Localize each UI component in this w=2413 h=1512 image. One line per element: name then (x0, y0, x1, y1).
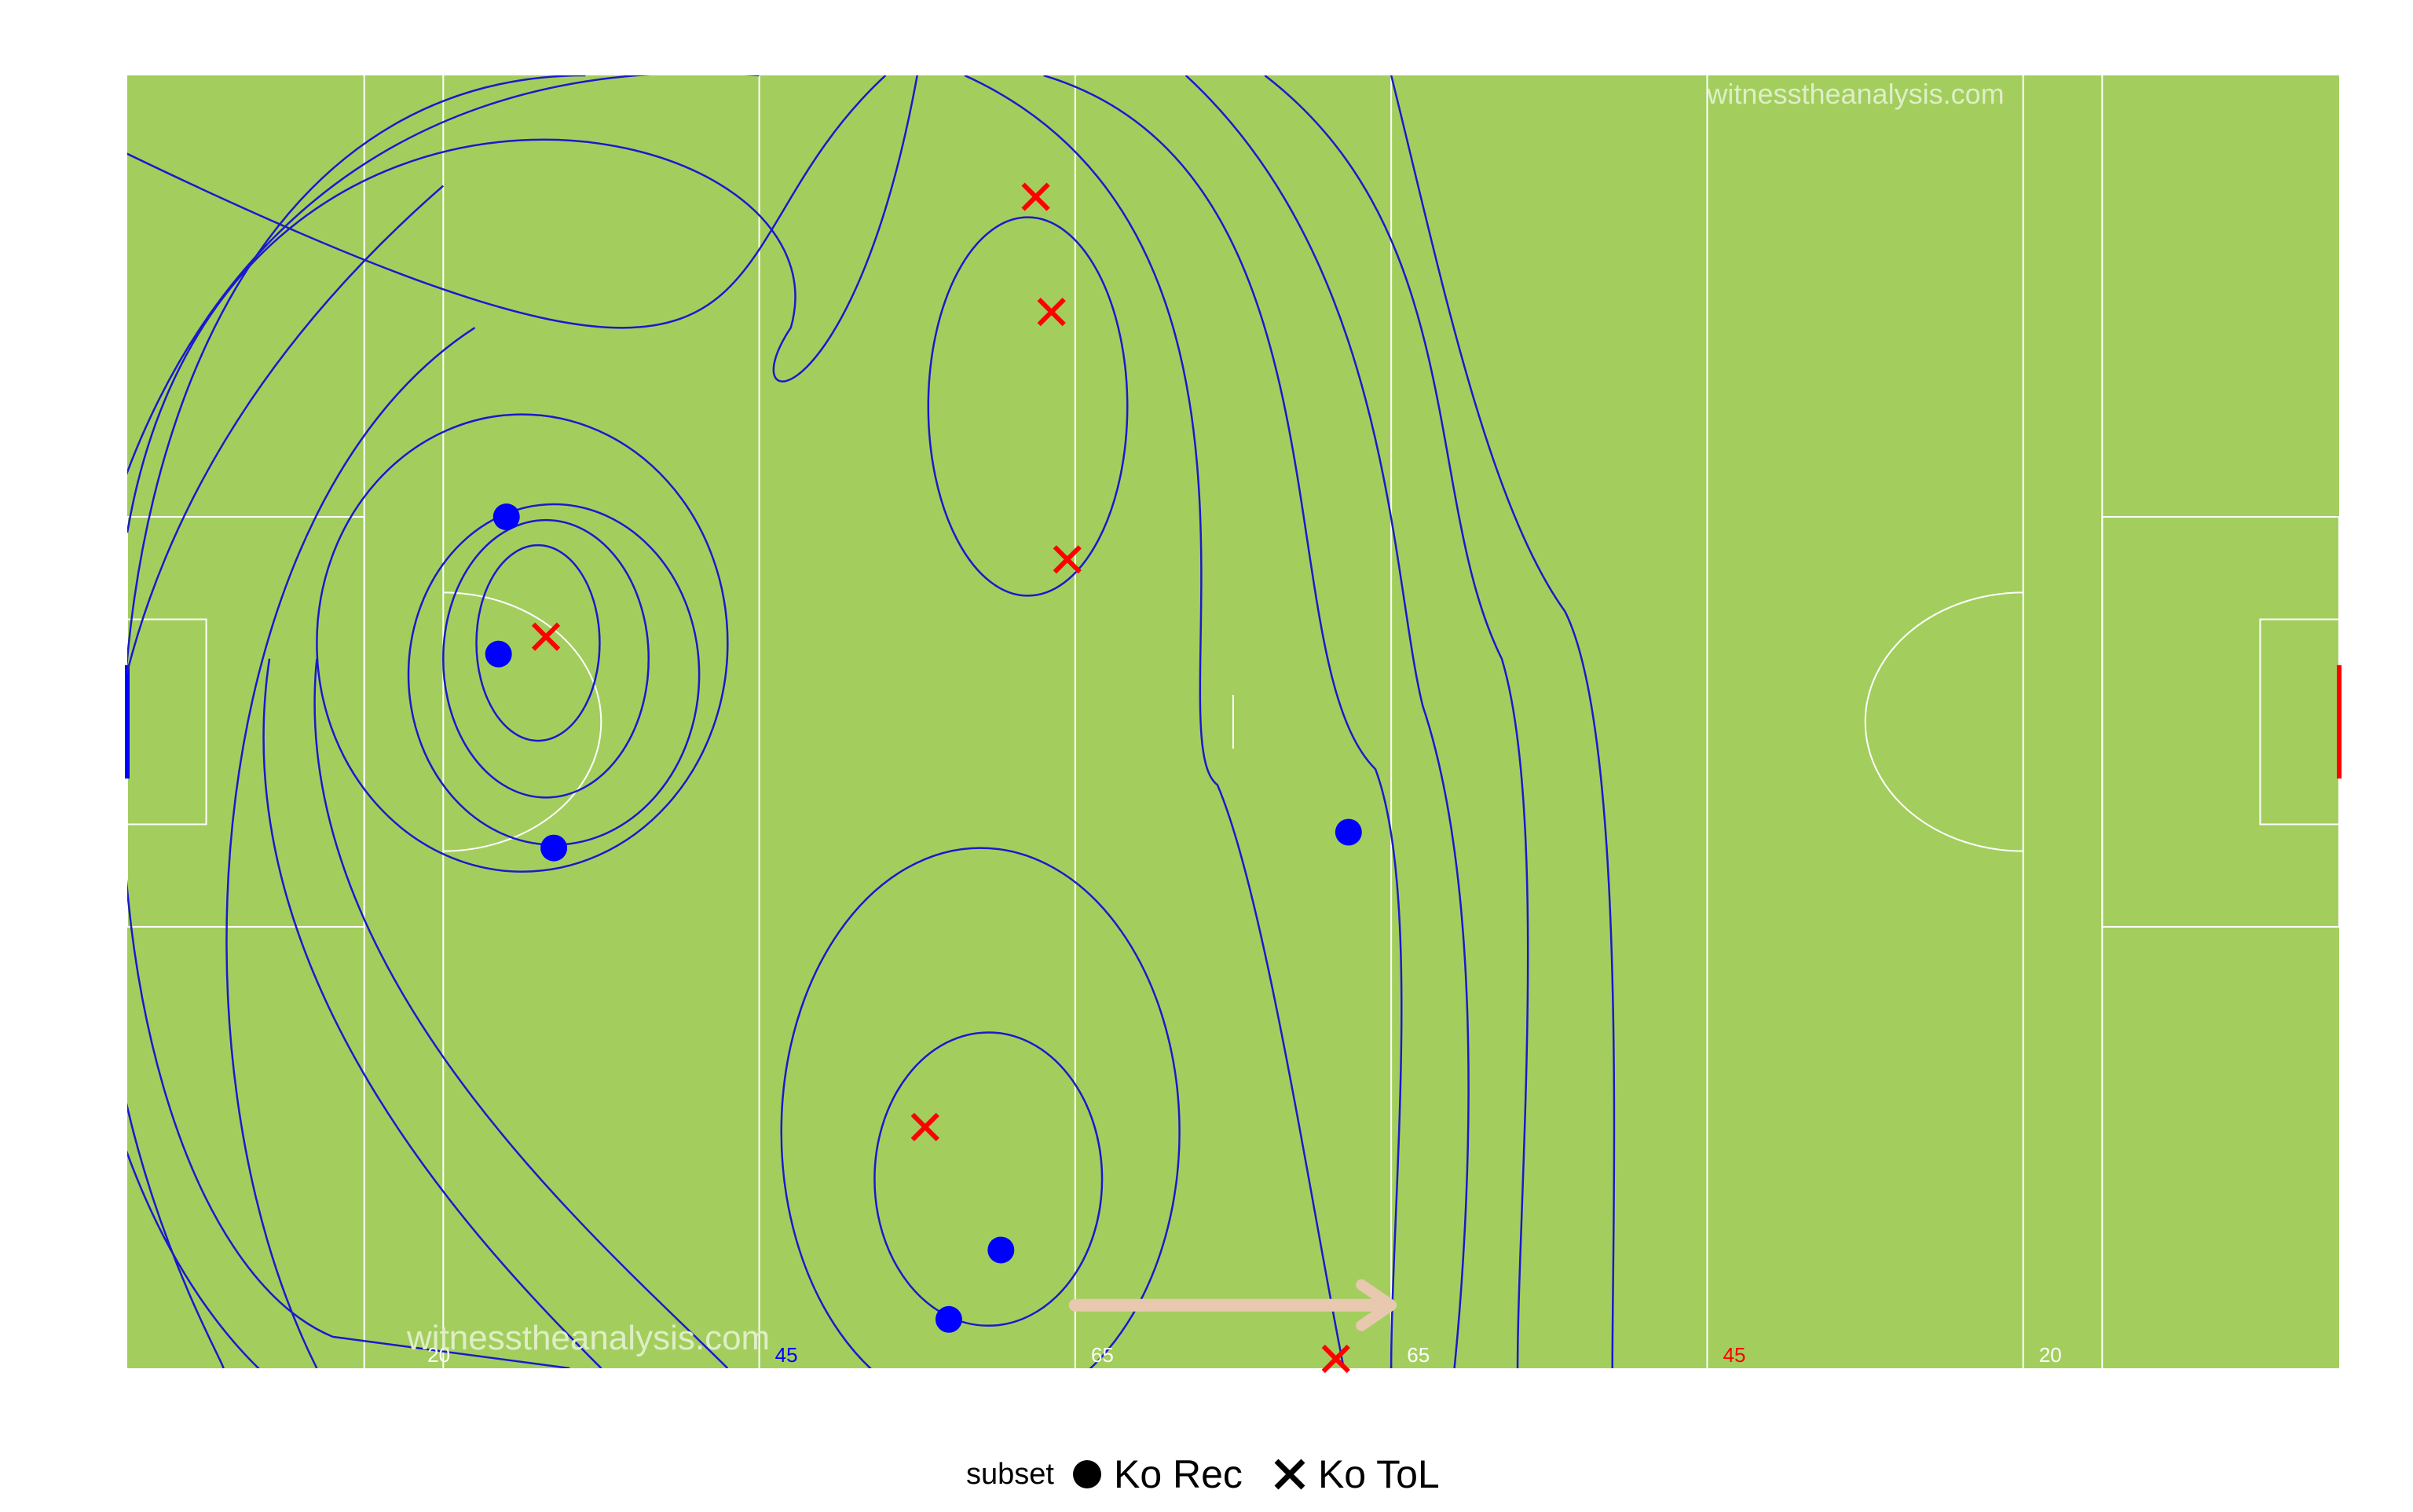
density-contour-outer-3 (127, 75, 918, 533)
legend: subset Ko Rec Ko ToL (966, 1447, 1460, 1502)
density-contour-outer-7 (1264, 75, 1529, 1368)
point-ko-tol-0 (1021, 182, 1050, 211)
point-ko-rec-2 (540, 834, 568, 862)
density-contour-6 (780, 847, 1181, 1368)
arrow-head (1356, 1279, 1397, 1331)
density-contour-outer-1 (127, 75, 760, 1368)
line-label-1: 45 (775, 1343, 798, 1367)
legend-item-ko-tol: Ko ToL (1274, 1452, 1440, 1497)
line-label-3: 65 (1407, 1343, 1430, 1367)
point-ko-rec-4 (987, 1236, 1015, 1264)
point-ko-tol-1 (1037, 297, 1066, 327)
point-ko-tol-5 (1321, 1344, 1350, 1374)
density-contour-0 (475, 544, 601, 742)
line-label-4: 45 (1723, 1343, 1746, 1367)
density-contours (127, 75, 1616, 1368)
semicircle-right (1864, 591, 2023, 852)
contour-lines (127, 75, 1616, 1368)
density-contour-1 (442, 518, 650, 799)
density-contour-outer-4 (964, 75, 1346, 1368)
line-label-2: 65 (1091, 1343, 1114, 1367)
density-contour-outer-11 (262, 658, 602, 1368)
circle-marker-icon (1072, 1460, 1101, 1488)
legend-title: subset (966, 1457, 1054, 1491)
density-contour-outer-9 (127, 185, 445, 1368)
point-ko-rec-1 (485, 640, 512, 668)
point-ko-rec-3 (1335, 818, 1362, 846)
data-points (485, 182, 1362, 1374)
legend-item-ko-rec: Ko Rec (1072, 1452, 1243, 1497)
density-contour-outer-5 (1043, 75, 1403, 1368)
density-contour-outer-8 (1390, 75, 1616, 1368)
point-ko-rec-5 (935, 1305, 962, 1333)
watermarks: witnesstheanalysis.com witnesstheanalysis… (406, 78, 2005, 1357)
cross-marker-icon (1274, 1459, 1305, 1490)
watermark-bottom: witnesstheanalysis.com (406, 1319, 770, 1357)
line-label-5: 20 (2039, 1343, 2062, 1367)
density-contour-outer-6 (1185, 75, 1470, 1368)
density-contour-outer-12 (313, 658, 729, 1368)
point-ko-tol-4 (910, 1112, 939, 1142)
density-contour-outer-2 (127, 75, 887, 329)
density-contour-4 (927, 216, 1129, 597)
legend-label-ko-rec: Ko Rec (1113, 1452, 1243, 1496)
legend-label-ko-tol: Ko ToL (1317, 1452, 1440, 1496)
line-label-0: 20 (427, 1343, 450, 1367)
point-ko-rec-0 (492, 503, 520, 531)
point-ko-tol-2 (1053, 545, 1082, 574)
density-contour-3 (316, 413, 729, 873)
pitch-layer (125, 75, 2342, 1368)
watermark-top: witnesstheanalysis.com (1706, 78, 2004, 110)
point-ko-tol-3 (531, 622, 561, 651)
density-contour-5 (873, 1031, 1104, 1327)
density-contour-outer-0 (127, 75, 586, 1368)
density-contour-outer-10 (225, 327, 476, 1368)
pitch-line-labels: 20 45 65 65 45 20 (427, 1343, 2062, 1367)
semicircle-left (443, 591, 602, 852)
direction-arrow (1068, 1279, 1397, 1331)
